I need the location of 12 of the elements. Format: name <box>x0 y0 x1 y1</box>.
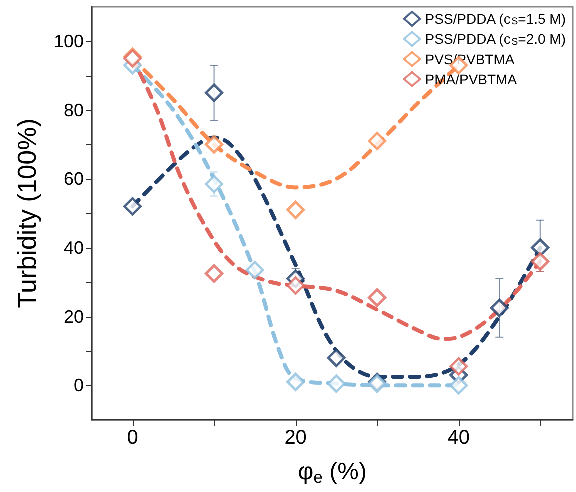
y-tick-label: 100 <box>54 31 84 52</box>
y-tick-label: 60 <box>64 169 84 190</box>
x-tick-label: 40 <box>448 427 470 449</box>
y-tick-label: 80 <box>64 100 84 120</box>
x-tick-label: 20 <box>284 427 307 449</box>
x-tick-label: 0 <box>127 427 138 449</box>
y-axis-title: Turbidity (100%) <box>12 118 42 308</box>
legend-label: PMA/PVBTMA <box>425 71 518 88</box>
y-tick-label: 0 <box>74 376 84 396</box>
y-tick-label: 20 <box>64 306 84 327</box>
y-tick-label: 40 <box>64 238 84 258</box>
legend-label: PVS/PVBTMA <box>425 51 516 68</box>
